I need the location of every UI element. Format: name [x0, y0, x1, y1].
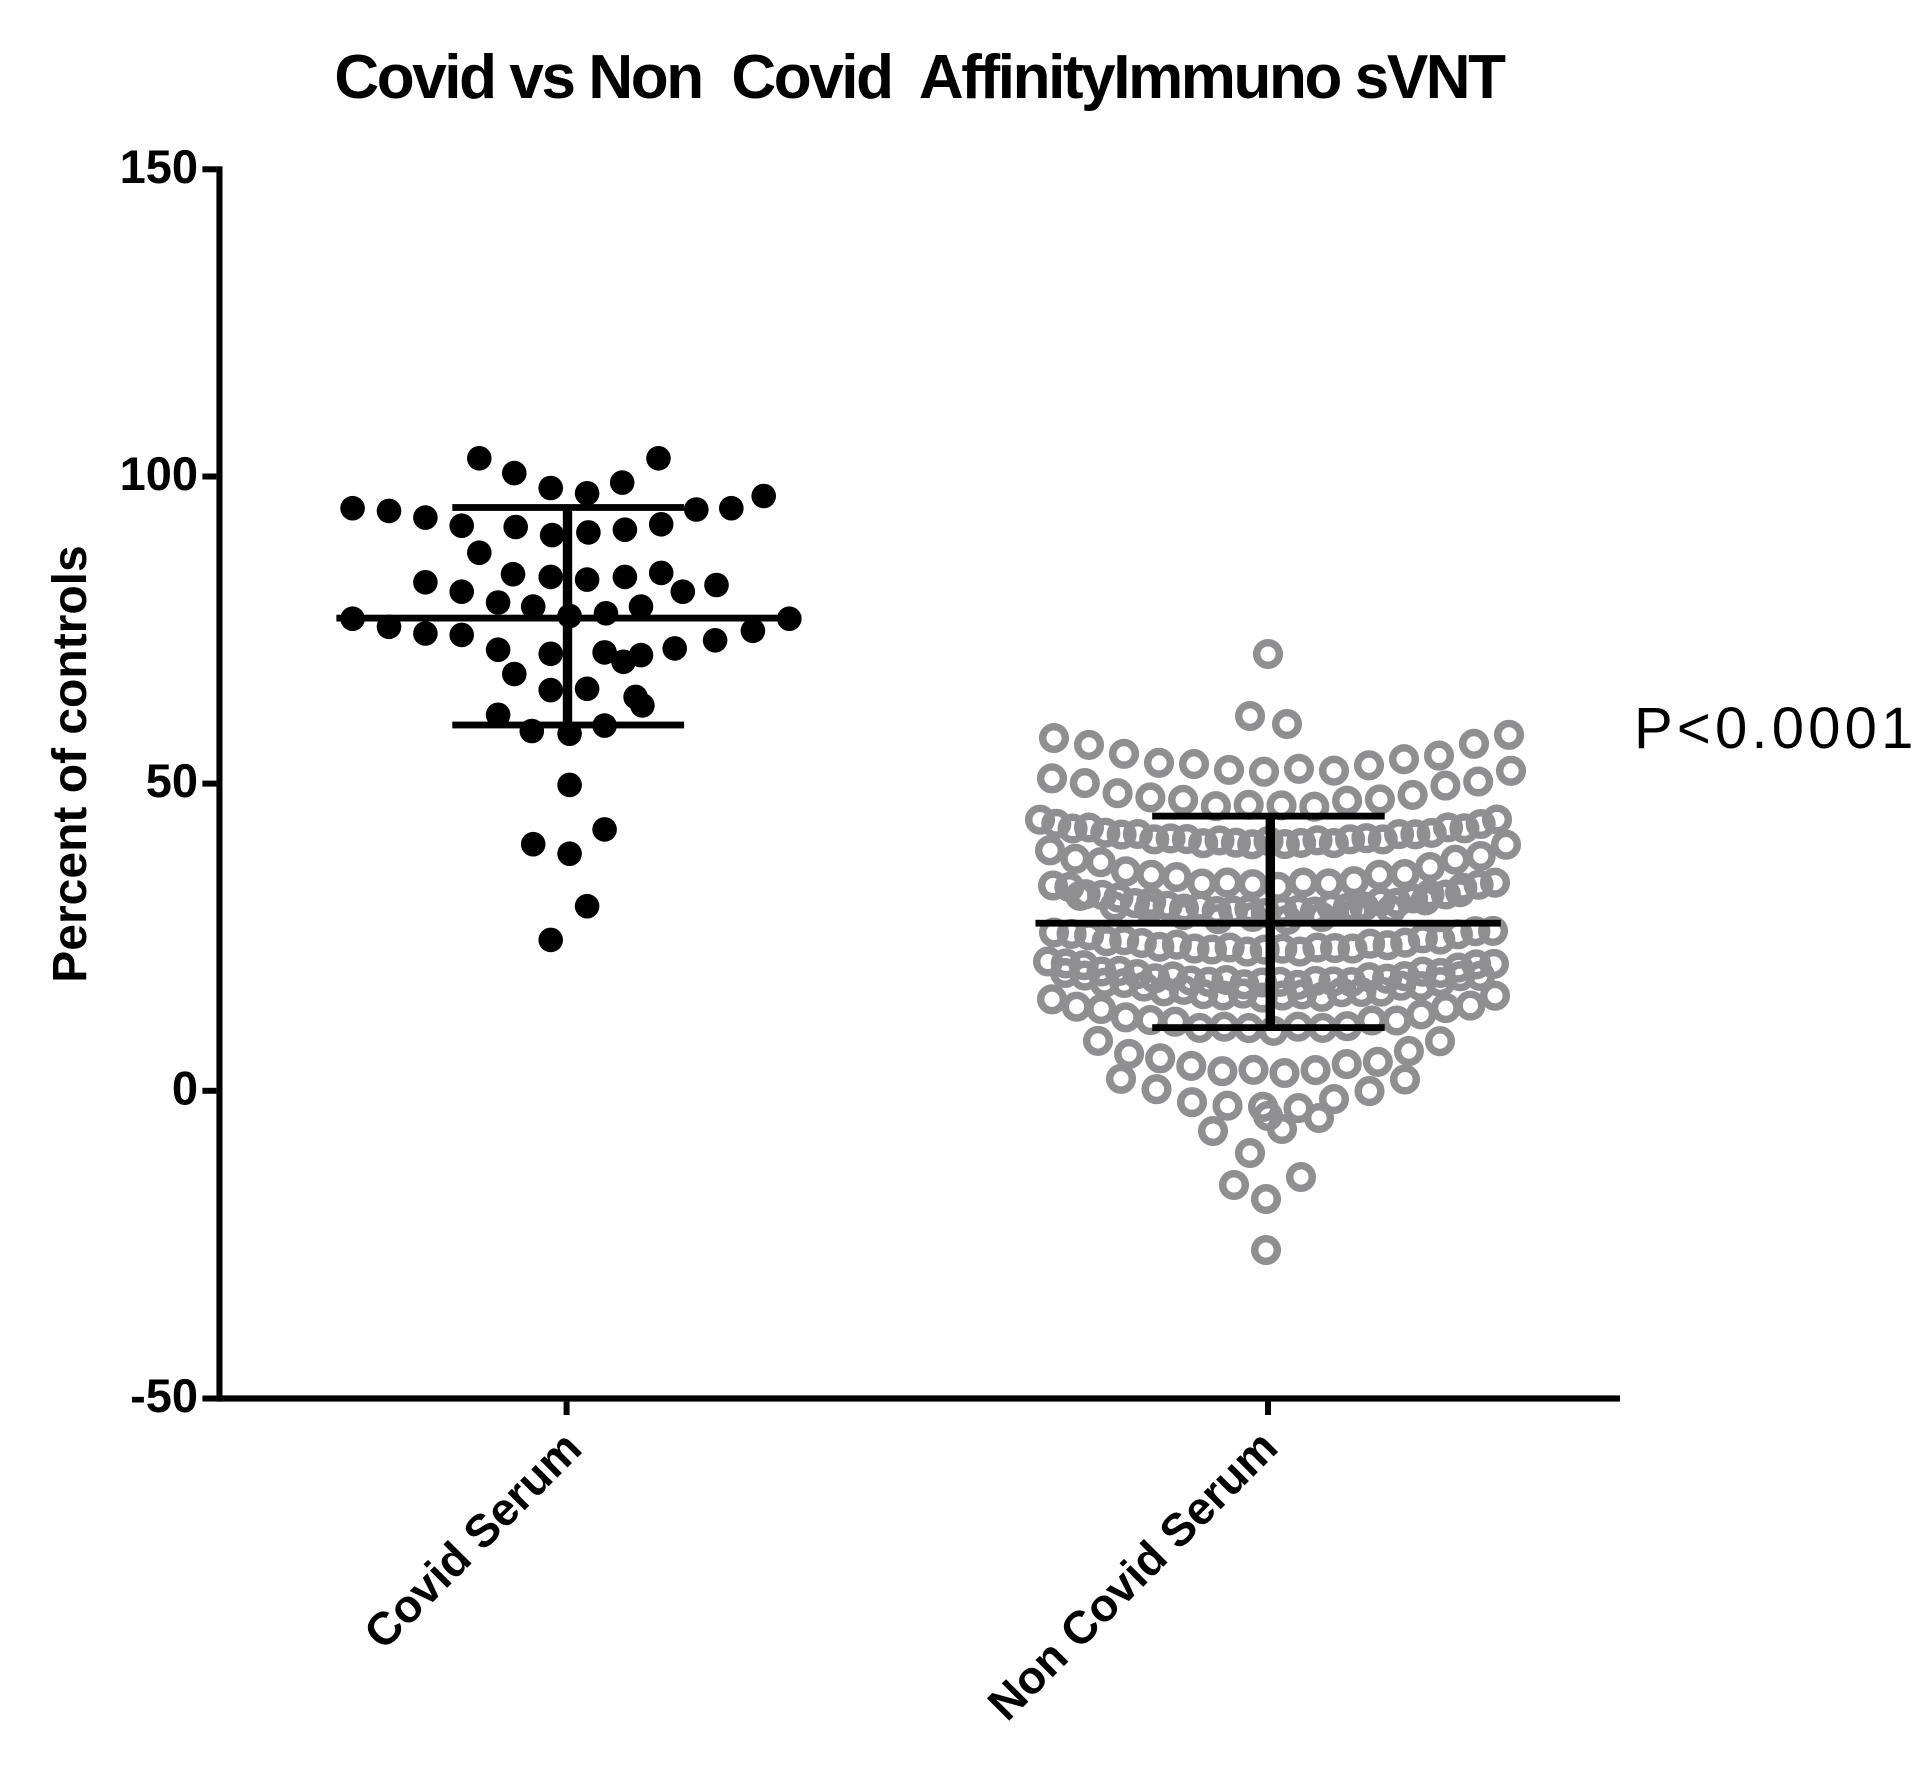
svg-text:P<0.0001: P<0.0001	[1634, 696, 1918, 761]
svg-text:150: 150	[120, 140, 198, 193]
svg-text:100: 100	[120, 447, 198, 500]
svg-text:Percent of controls: Percent of controls	[44, 545, 97, 982]
svg-text:Covid vs Non Covid AffinityI: Covid vs Non Covid AffinityImmuno sVNT	[334, 43, 1506, 112]
svg-text:50: 50	[146, 754, 198, 807]
svg-text:0: 0	[172, 1061, 198, 1114]
svg-text:-50: -50	[130, 1369, 198, 1422]
